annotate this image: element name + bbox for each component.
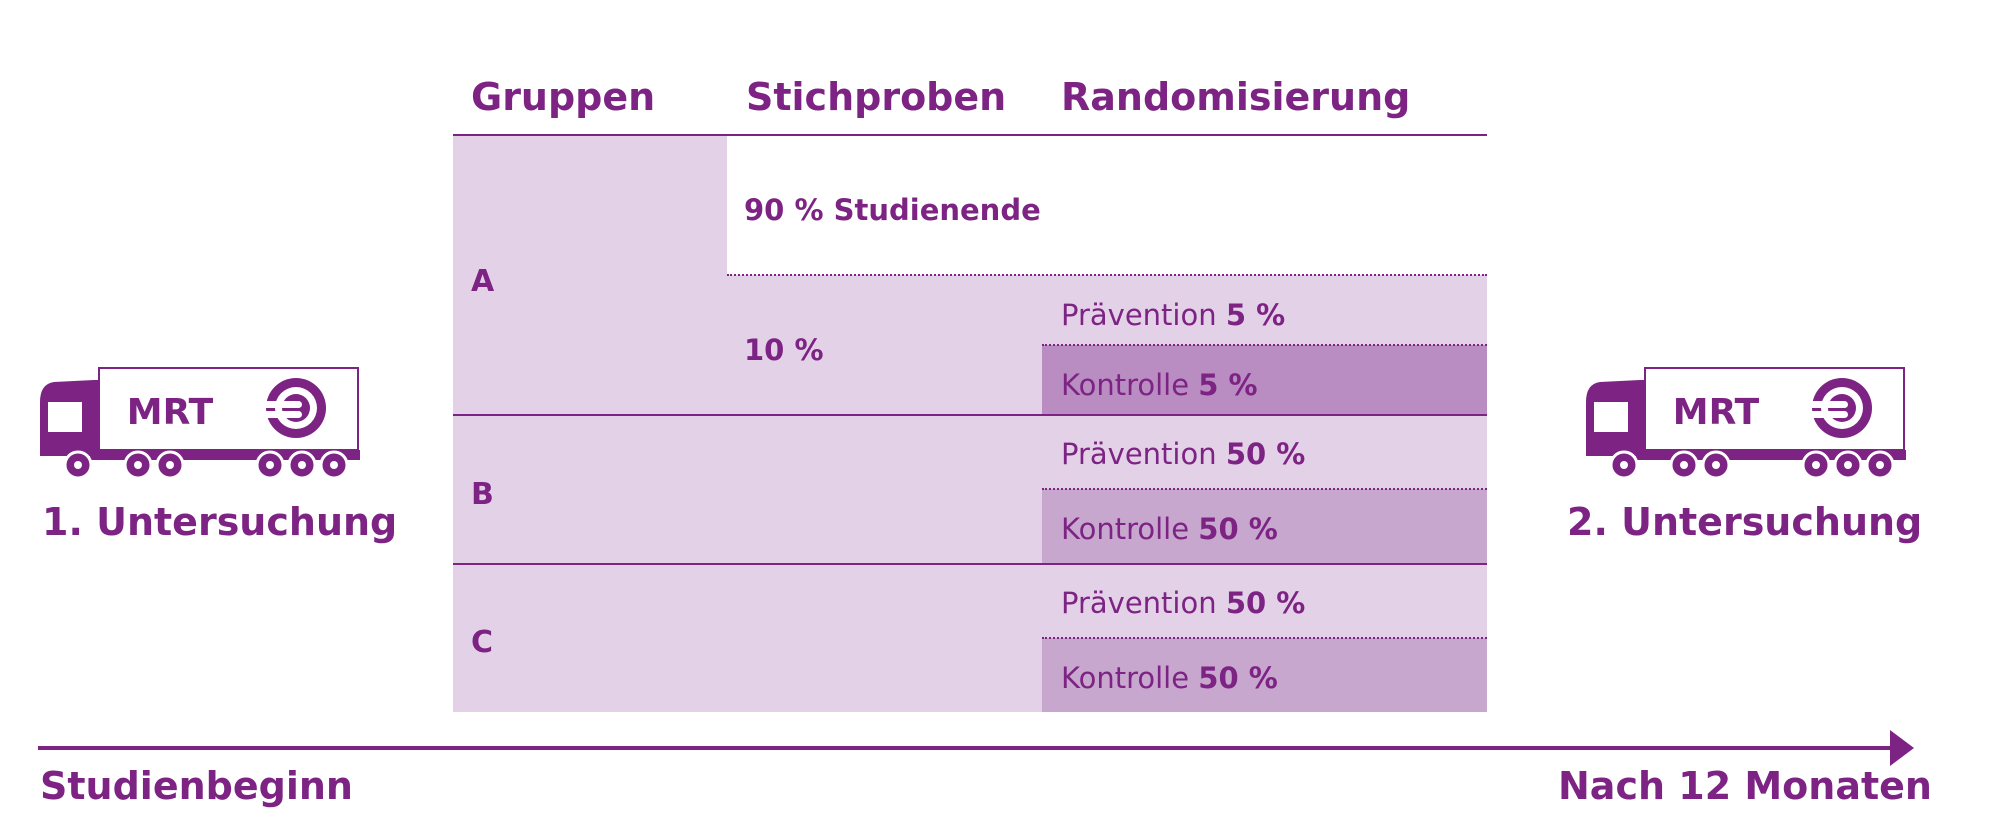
truck-left-caption: 1. Untersuchung — [42, 500, 398, 544]
truck-right-sign: MRT — [1673, 392, 1760, 433]
timeline-start: Studienbeginn — [40, 764, 353, 808]
group-c-control-cell — [1042, 638, 1487, 712]
group-c-control: Kontrolle 50 % — [1061, 661, 1278, 695]
mri-truck-icon: MRT — [1586, 367, 1906, 480]
timeline-end: Nach 12 Monaten — [1558, 764, 1932, 808]
group-a-sample-rest: 10 % — [744, 333, 824, 367]
header-randomization: Randomisierung — [1061, 75, 1411, 119]
truck-right-caption: 2. Untersuchung — [1567, 500, 1923, 544]
arrow-right-icon — [38, 730, 1914, 766]
header-groups: Gruppen — [471, 75, 656, 119]
group-a-random-divider — [1042, 344, 1487, 346]
group-a-prevention: Prävention 5 % — [1061, 298, 1286, 332]
header-samples: Stichproben — [746, 75, 1007, 119]
group-bc-rule — [453, 563, 1487, 565]
group-ab-rule — [453, 414, 1487, 416]
header-rule — [453, 134, 1487, 136]
group-c-prevention: Prävention 50 % — [1061, 586, 1306, 620]
group-a-control-cell — [1042, 345, 1487, 414]
group-c-label: C — [471, 625, 494, 660]
group-c-random-divider — [1042, 637, 1487, 639]
group-a-label: A — [471, 264, 495, 299]
group-b-prevention: Prävention 50 % — [1061, 437, 1306, 471]
truck-left-sign: MRT — [127, 392, 214, 433]
group-a-divider — [727, 274, 1487, 276]
group-b-label: B — [471, 477, 494, 512]
group-a-sample-end: 90 % Studienende — [744, 193, 1041, 227]
mri-truck-icon: MRT — [40, 367, 360, 480]
group-a-control: Kontrolle 5 % — [1061, 368, 1258, 402]
group-b-control-cell — [1042, 489, 1487, 563]
group-a-cell — [453, 136, 727, 414]
group-b-random-divider — [1042, 488, 1487, 490]
group-b-control: Kontrolle 50 % — [1061, 512, 1278, 546]
